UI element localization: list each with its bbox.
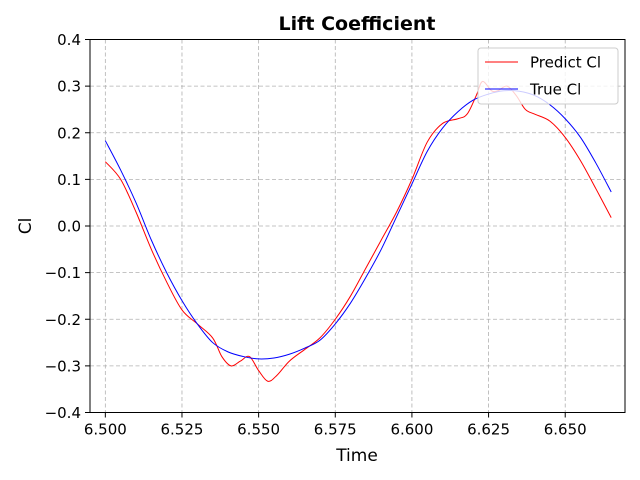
y-tick-label: 0.3 [57,78,81,96]
legend-label-true: True Cl [529,81,581,99]
y-axis-ticks: −0.4 −0.3 −0.2 −0.1 0.0 0.1 0.2 0.3 0.4 [45,31,90,422]
x-tick-label: 6.650 [544,421,587,439]
x-axis-label: Time [335,446,378,466]
series-line-predict-cl [104,80,612,382]
x-tick-label: 6.525 [161,421,204,439]
x-tick-label: 6.500 [84,421,127,439]
y-tick-label: −0.4 [45,404,81,422]
x-tick-label: 6.575 [314,421,357,439]
y-tick-label: 0.2 [57,124,81,142]
x-axis-ticks: 6.500 6.525 6.550 6.575 6.600 6.625 6.650 [84,412,587,439]
x-tick-label: 6.600 [390,421,433,439]
y-tick-label: −0.2 [45,311,81,329]
y-tick-label: 0.1 [57,171,81,189]
chart-title: Lift Coefficient [279,13,436,35]
y-axis-label: Cl [16,218,36,235]
y-tick-label: −0.3 [45,357,81,375]
y-tick-label: 0.0 [57,218,81,236]
x-tick-label: 6.550 [237,421,280,439]
series-lines [104,80,612,382]
legend-label-predict: Predict Cl [530,54,601,72]
y-tick-label: 0.4 [57,31,81,49]
x-tick-label: 6.625 [467,421,510,439]
series-line-true-cl [104,90,612,360]
legend: Predict Cl True Cl [477,47,619,105]
y-tick-label: −0.1 [45,264,81,282]
